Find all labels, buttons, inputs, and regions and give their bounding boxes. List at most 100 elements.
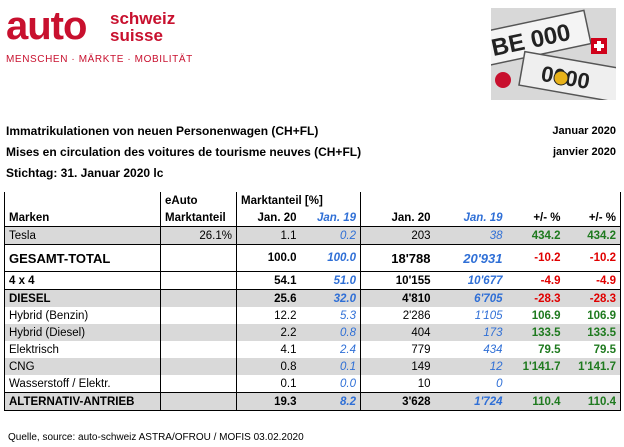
cell-u19: 173 (434, 324, 507, 341)
cell-ms20: 0.8 (236, 358, 301, 375)
cell-d2: 1'141.7 (564, 358, 621, 375)
cell-ms20: 54.1 (236, 271, 301, 290)
cell-ms19: 8.2 (300, 392, 361, 411)
cell-u20: 3'628 (360, 392, 435, 411)
cell-eauto (160, 307, 237, 324)
table-header-row: Marken Marktanteil Jan. 20 Jan. 19 Jan. … (4, 209, 621, 227)
cell-ms20: 100.0 (236, 244, 301, 272)
cell-u20: 10 (360, 375, 435, 393)
cell-name: CNG (4, 358, 161, 375)
table-row: Hybrid (Diesel) 2.2 0.8 404 173 133.5 133.5 (4, 324, 621, 341)
cell-name: DIESEL (4, 289, 161, 307)
license-plates-image: BE 000 0000 (491, 8, 616, 100)
cell-d2: -4.9 (564, 271, 621, 290)
cell-d2 (564, 375, 621, 393)
cell-eauto (160, 375, 237, 393)
cell-ms19: 0.2 (300, 226, 361, 245)
table-row: Wasserstoff / Elektr. 0.1 0.0 10 0 (4, 375, 621, 393)
header-ms-jan19: Jan. 19 (317, 211, 356, 224)
cell-eauto (160, 392, 237, 411)
cell-name: Tesla (4, 226, 161, 245)
cell-d2: 434.2 (564, 226, 621, 245)
cell-u20: 404 (360, 324, 435, 341)
cell-u20: 10'155 (360, 271, 435, 290)
cell-d2: 79.5 (564, 341, 621, 358)
cell-name: Hybrid (Benzin) (4, 307, 161, 324)
header-eauto-marktanteil: Marktanteil (160, 209, 237, 227)
logo-tagline: MENSCHEN · MÄRKTE · MOBILITÄT (6, 54, 193, 65)
cell-ms20: 25.6 (236, 289, 301, 307)
cell-d2: -10.2 (564, 244, 621, 272)
cell-d1: 110.4 (506, 392, 565, 411)
cell-u19: 6'705 (434, 289, 507, 307)
cell-ms19: 0.8 (300, 324, 361, 341)
cell-eauto (160, 358, 237, 375)
cell-name: Wasserstoff / Elektr. (4, 375, 161, 393)
logo-words-schweiz-suisse: schweiz suisse (110, 10, 210, 44)
cell-d2: 106.9 (564, 307, 621, 324)
cell-eauto (160, 271, 237, 290)
table-row: ALTERNATIV-ANTRIEB 19.3 8.2 3'628 1'724 110.4… (4, 392, 621, 411)
header-marken: Marken (4, 209, 161, 227)
cell-name: Hybrid (Diesel) (4, 324, 161, 341)
cell-name: ALTERNATIV-ANTRIEB (4, 392, 161, 411)
cell-u19: 434 (483, 343, 503, 356)
header-units-jan19: Jan. 19 (463, 211, 503, 224)
cell-d2: 133.5 (564, 324, 621, 341)
cell-u20: 18'788 (360, 244, 435, 272)
cell-ms19: 100.0 (327, 252, 356, 264)
cell-u20: 779 (360, 341, 435, 358)
cell-u19: 12 (434, 358, 507, 375)
top-header-eauto: eAuto (160, 192, 237, 209)
cell-d1: 434.2 (506, 226, 565, 245)
cell-ms19: 5.3 (340, 309, 356, 322)
stichtag-label: Stichtag: 31. Januar 2020 lc (6, 166, 164, 180)
cell-d1: -28.3 (506, 289, 565, 307)
cell-ms20: 19.3 (236, 392, 301, 411)
month-german: Januar 2020 (552, 125, 616, 137)
cell-u19: 20'931 (463, 250, 503, 266)
cell-eauto (160, 244, 237, 272)
cell-d1: -10.2 (534, 252, 561, 264)
cell-ms20: 12.2 (236, 307, 301, 324)
cell-d1: 133.5 (506, 324, 565, 341)
cell-ms19: 0.0 (340, 377, 356, 390)
cell-ms19: 51.0 (333, 274, 356, 287)
cell-ms19: 0.1 (300, 358, 361, 375)
cell-eauto (160, 289, 237, 307)
header-ms-jan20: Jan. 20 (236, 209, 301, 227)
cell-u19: 10'677 (467, 274, 503, 287)
cell-name: 4 x 4 (4, 271, 161, 290)
cell-u20: 4'810 (360, 289, 435, 307)
cell-name: Elektrisch (4, 341, 161, 358)
table-row: Hybrid (Benzin) 12.2 5.3 2'286 1'105 106.9 106… (4, 307, 621, 324)
cell-ms19: 32.0 (300, 289, 361, 307)
header-units-jan20: Jan. 20 (360, 209, 435, 227)
license-plates-photo: BE 000 0000 (491, 8, 616, 100)
cell-u20: 203 (360, 226, 435, 245)
title-german: Immatrikulationen von neuen Personenwage… (6, 124, 319, 138)
cell-d1: 79.5 (538, 343, 561, 356)
source-note: Quelle, source: auto-schweiz ASTRA/OFROU… (8, 432, 304, 443)
cell-u19: 38 (434, 226, 507, 245)
cell-d2: -28.3 (564, 289, 621, 307)
cell-u19: 1'105 (474, 309, 503, 322)
cell-d1: -4.9 (540, 274, 561, 287)
title-french: Mises en circulation des voitures de tou… (6, 145, 362, 159)
table-row: DIESEL 25.6 32.0 4'810 6'705 -28.3 -28.3 (4, 289, 621, 307)
cell-d1 (507, 375, 565, 393)
cell-u20: 2'286 (360, 307, 435, 324)
header-change-1: +/- % (533, 211, 561, 224)
table-row: Tesla 26.1% 1.1 0.2 203 38 434.2 434.2 (4, 226, 621, 245)
table-row: 4 x 4 54.1 51.0 10'155 10'677 -4.9 -4.9 (4, 271, 621, 290)
cell-u19: 1'724 (434, 392, 507, 411)
logo-word-schweiz: schweiz (110, 9, 176, 28)
cell-d1: 106.9 (531, 309, 561, 322)
cell-name: GESAMT-TOTAL (4, 244, 161, 272)
cell-ms20: 1.1 (236, 226, 301, 245)
cell-ms20: 4.1 (236, 341, 301, 358)
cell-ms19: 2.4 (340, 343, 356, 356)
registrations-table: eAuto Marktanteil [%] Marken Marktanteil… (4, 192, 621, 411)
header-change-2: +/- % (564, 209, 621, 227)
table-top-header-row: eAuto Marktanteil [%] (4, 192, 621, 209)
